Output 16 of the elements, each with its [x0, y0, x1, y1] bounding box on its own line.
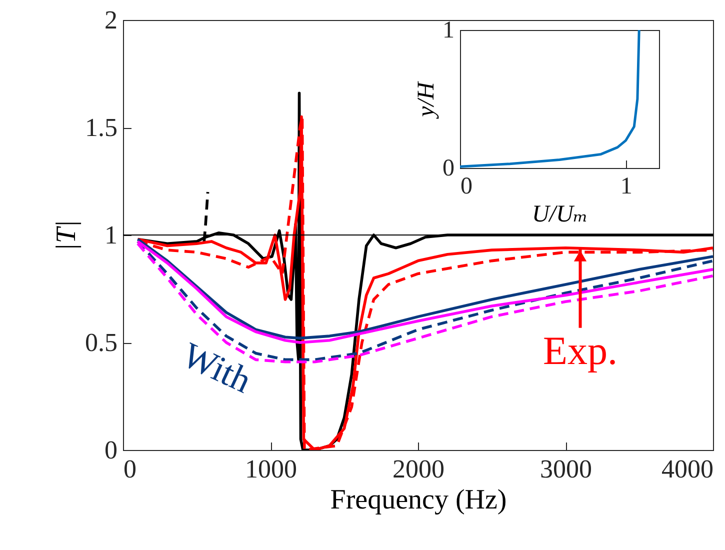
y-tick-label: 0 — [104, 436, 118, 464]
x-tick-label: 2000 — [392, 454, 444, 484]
y-axis-title: y/H — [414, 80, 440, 119]
y-tick-label: 0.5 — [85, 328, 118, 357]
annotation: Exp. — [543, 328, 618, 373]
x-tick-label: 4000 — [662, 454, 714, 484]
y-tick-label: 1 — [104, 220, 118, 250]
y-tick-label: 1.5 — [85, 113, 118, 142]
x-tick-label: 0 — [124, 454, 136, 484]
x-axis-title: Frequency (Hz) — [330, 484, 507, 516]
y-axis-title: |T| — [51, 220, 82, 251]
x-tick-label: 1000 — [245, 454, 297, 484]
text: With — [176, 334, 258, 401]
y-tick-label: 2 — [104, 6, 118, 34]
x-axis-title: U/Uₘ — [532, 202, 588, 228]
x-tick-label: 3000 — [540, 454, 592, 484]
